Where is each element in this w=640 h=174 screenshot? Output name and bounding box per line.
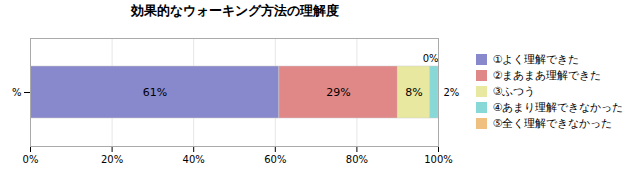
svg-text:29%: 29% [326,86,350,99]
svg-text:0%: 0% [423,53,439,64]
svg-text:2%: 2% [444,87,460,98]
html-text:効果的なウォーキング方法の理解度: 効果的なウォーキング方法の理解度 [131,3,339,18]
svg-text:61%: 61% [143,86,167,99]
svg-text:80%: 80% [346,154,368,165]
svg-text:20%: 20% [101,154,123,165]
svg-text:0%: 0% [23,154,39,165]
svg-text:40%: 40% [183,154,205,165]
html-text:④あまり理解できなかった: ④あまり理解できなかった [492,101,624,115]
svg-text:8%: 8% [405,86,422,99]
svg-text:100%: 100% [424,154,453,165]
html-text:⑤全く理解できなかった: ⑤全く理解できなかった [492,117,613,131]
svg-text:60%: 60% [264,154,286,165]
svg-text:%: % [12,87,22,98]
html-text:①よく理解できた: ①よく理解できた [492,53,580,67]
html-text:②まあまあ理解できた: ②まあまあ理解できた [492,69,602,83]
html-text:③ふつう: ③ふつう [492,85,536,99]
